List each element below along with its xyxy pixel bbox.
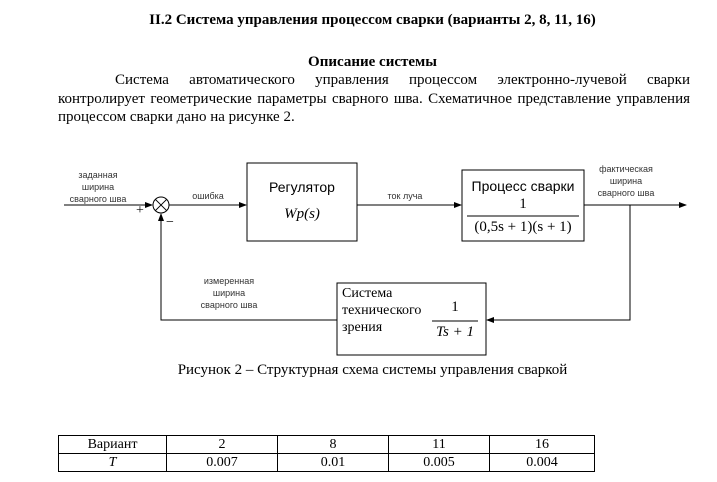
process-den: (0,5s + 1)(s + 1) bbox=[474, 219, 572, 235]
table-cell: 8 bbox=[277, 435, 389, 454]
section-title: II.2 Система управления процессом сварки… bbox=[149, 12, 596, 28]
table-cell: 0.01 bbox=[277, 453, 389, 472]
regulator-tf: Wp(s) bbox=[284, 206, 320, 222]
process-title: Процесс сварки bbox=[471, 178, 575, 194]
error-label: ошибка bbox=[192, 191, 224, 201]
table-cell: 11 bbox=[388, 435, 490, 454]
subheading: Описание системы bbox=[308, 54, 437, 70]
table-cell: T bbox=[58, 453, 167, 472]
table-row: T 0.007 0.01 0.005 0.004 bbox=[58, 453, 595, 472]
measured-arrow bbox=[158, 213, 337, 321]
vision-num: 1 bbox=[451, 299, 459, 315]
output-label: фактическая ширина сварного шва bbox=[597, 164, 655, 198]
plus-sign: + bbox=[136, 203, 144, 218]
beam-label: ток луча bbox=[387, 191, 423, 201]
table-cell: 0.007 bbox=[166, 453, 278, 472]
input-label: заданная ширина сварного шва bbox=[69, 170, 127, 204]
vision-block bbox=[336, 282, 487, 356]
feedback-line bbox=[486, 205, 631, 323]
measured-label: измеренная ширина сварного шва bbox=[200, 276, 258, 310]
table-cell: 0.004 bbox=[489, 453, 595, 472]
regulator-block bbox=[246, 162, 358, 242]
table-cell: 16 bbox=[489, 435, 595, 454]
regulator-title: Регулятор bbox=[269, 179, 335, 195]
table-cell: 0.005 bbox=[388, 453, 490, 472]
variants-table: Вариант 2 8 11 16 T 0.007 0.01 0.005 0.0… bbox=[58, 435, 595, 472]
vision-den: Ts + 1 bbox=[436, 324, 474, 340]
table-header-row: Вариант 2 8 11 16 bbox=[58, 435, 595, 454]
table-cell: 2 bbox=[166, 435, 278, 454]
process-num: 1 bbox=[519, 196, 527, 212]
description-paragraph: Система автоматического управления проце… bbox=[58, 72, 690, 125]
minus-sign: − bbox=[166, 215, 174, 230]
table-cell: Вариант bbox=[58, 435, 167, 454]
figure-caption: Рисунок 2 – Структурная схема системы уп… bbox=[177, 362, 568, 378]
vision-title: Система технического зрения bbox=[342, 286, 422, 335]
